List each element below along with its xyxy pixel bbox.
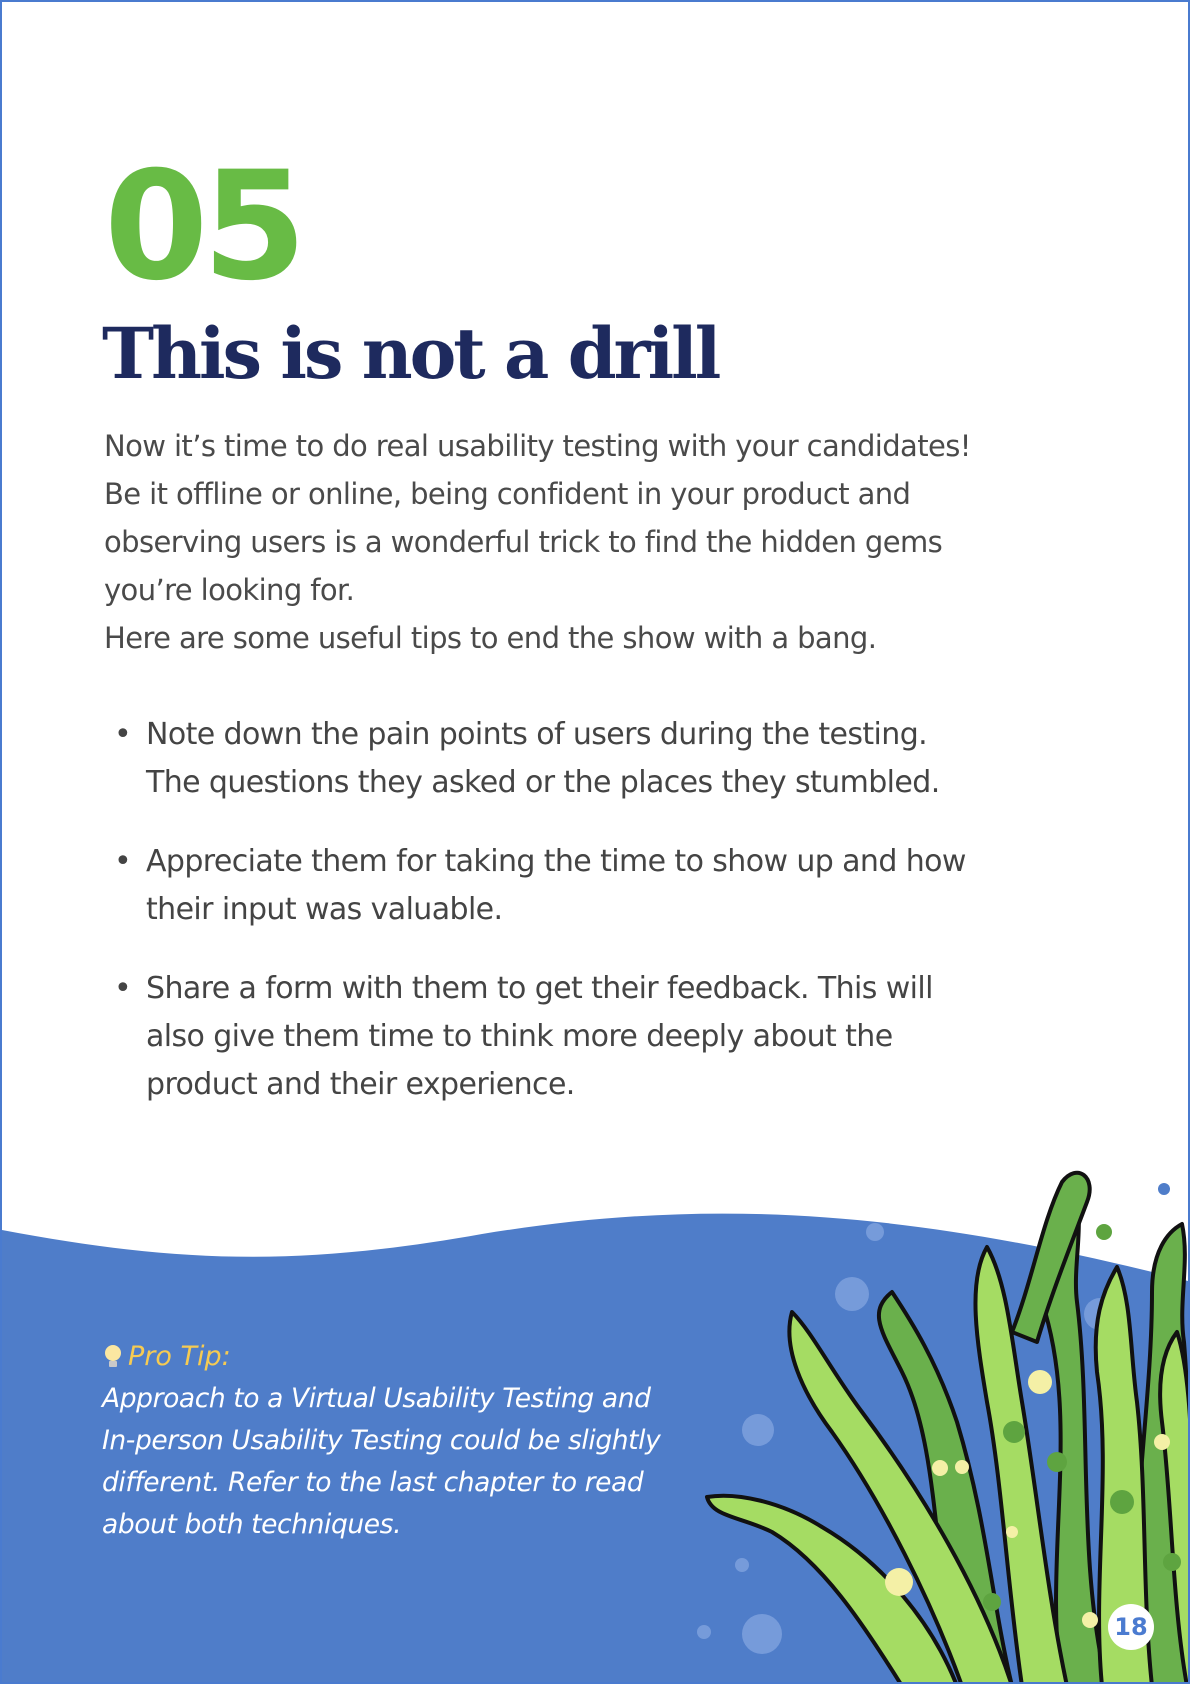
pro-tip-label: Pro Tip: bbox=[128, 1341, 231, 1372]
tip-line: Appreciate them for taking the time to s… bbox=[146, 844, 966, 879]
seaweed-spots bbox=[885, 1224, 1181, 1628]
pro-tip-line: different. Refer to the last chapter to … bbox=[102, 1467, 644, 1498]
bullet-icon: • bbox=[114, 844, 132, 879]
tip-line: product and their experience. bbox=[146, 1067, 575, 1102]
list-item: • Share a form with them to get their fe… bbox=[112, 965, 1062, 1109]
pro-tip-line: Approach to a Virtual Usability Testing … bbox=[102, 1383, 651, 1414]
list-item: • Note down the pain points of users dur… bbox=[112, 711, 1062, 807]
intro-line: you’re looking for. bbox=[104, 573, 355, 607]
chapter-number: 05 bbox=[104, 140, 307, 314]
tip-line: Share a form with them to get their feed… bbox=[146, 971, 933, 1006]
intro-line: observing users is a wonderful trick to … bbox=[104, 525, 943, 559]
pro-tip: Pro Tip: Approach to a Virtual Usability… bbox=[102, 1336, 722, 1546]
tip-line: their input was valuable. bbox=[146, 892, 503, 927]
page-number: 18 bbox=[1108, 1604, 1154, 1650]
tip-line: Note down the pain points of users durin… bbox=[146, 717, 928, 752]
intro-line: Here are some useful tips to end the sho… bbox=[104, 621, 877, 655]
tip-line: The questions they asked or the places t… bbox=[146, 765, 940, 800]
intro-paragraph: Now it’s time to do real usability testi… bbox=[104, 422, 1064, 662]
bullet-icon: • bbox=[114, 971, 132, 1006]
list-item: • Appreciate them for taking the time to… bbox=[112, 838, 1062, 934]
pro-tip-heading: Pro Tip: bbox=[102, 1336, 722, 1378]
page-title: This is not a drill bbox=[102, 312, 721, 395]
tip-line: also give them time to think more deeply… bbox=[146, 1019, 893, 1054]
intro-line: Now it’s time to do real usability testi… bbox=[104, 429, 971, 463]
pro-tip-line: about both techniques. bbox=[102, 1509, 402, 1540]
bullet-icon: • bbox=[114, 717, 132, 752]
lightbulb-icon bbox=[105, 1345, 121, 1367]
intro-line: Be it offline or online, being confident… bbox=[104, 477, 911, 511]
pro-tip-line: In-person Usability Testing could be sli… bbox=[102, 1425, 661, 1456]
tips-list: • Note down the pain points of users dur… bbox=[112, 711, 1062, 1140]
